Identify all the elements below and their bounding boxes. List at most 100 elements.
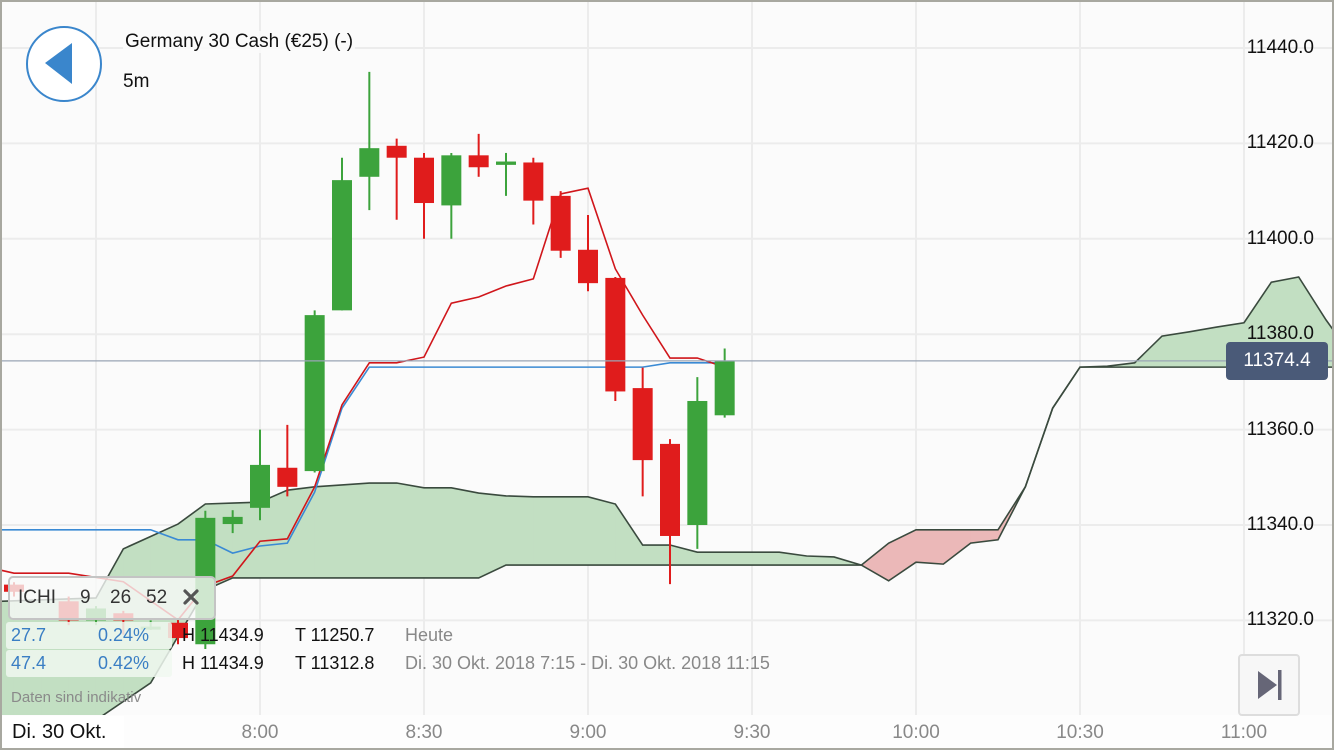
instrument-title: Germany 30 Cash (€25) (-) (123, 31, 356, 53)
cloud-segment-bullish (232, 501, 261, 579)
cloud-segment-bullish (478, 492, 507, 579)
candle-bullish (441, 152, 462, 239)
time-tick-label: 8:30 (405, 722, 443, 743)
candle-bearish (386, 138, 407, 220)
candle-bearish (660, 439, 681, 585)
jump-to-latest-button[interactable] (1238, 654, 1300, 716)
candle-bearish (167, 620, 188, 645)
candle-bullish (222, 510, 243, 534)
price-tick-label: 11340.0 (1246, 514, 1314, 535)
cloud-segment-bullish (423, 487, 452, 579)
candle-bearish (550, 191, 571, 258)
cloud-segment-bullish (314, 484, 343, 579)
candle-body (605, 277, 626, 392)
candle-body (250, 464, 270, 508)
candle-bearish (578, 214, 599, 292)
low-value: T 11312.8 (295, 653, 375, 673)
cloud-segment-bullish (697, 551, 725, 566)
price-tick-label: 11400.0 (1246, 227, 1314, 249)
change-percent: 0.24% (98, 625, 150, 645)
price-tick-label: 11320.0 (1246, 609, 1314, 631)
candle-body (304, 315, 325, 472)
time-tick-label: 10:30 (1056, 722, 1104, 743)
time-axis-band (0, 715, 1334, 750)
candle-body (441, 155, 462, 206)
time-tick-label: 9:00 (569, 722, 607, 743)
cloud-segment-bullish (642, 544, 671, 566)
close-icon[interactable] (180, 578, 202, 618)
candle-body (332, 180, 353, 311)
cloud-segment-bearish (888, 529, 917, 582)
candle-body (414, 157, 435, 204)
candle-bearish (523, 157, 544, 225)
candle-bullish (250, 429, 270, 521)
candle-body (523, 162, 544, 201)
candle-body (468, 155, 489, 168)
price-tick-label: 11420.0 (1246, 132, 1314, 154)
cloud-segment-bullish (587, 496, 616, 566)
candle-bullish (332, 157, 353, 311)
candle-bearish (414, 152, 435, 239)
candle-body (496, 161, 517, 165)
interval-label[interactable]: 5m (123, 71, 150, 92)
time-tick-label: 8:00 (241, 722, 279, 743)
senkou-span-a-line (0, 276, 1334, 603)
candle-body (167, 622, 188, 639)
date-label: Di. 30 Okt. (2, 716, 124, 748)
candle-bullish (304, 310, 325, 473)
indicator-param-3: 52 (146, 587, 168, 608)
candle-body (277, 467, 298, 487)
candle-bearish (632, 367, 653, 497)
high-value: H 11434.9 (182, 625, 264, 645)
candle-bullish (687, 377, 708, 549)
cloud-segment-bullish (560, 496, 589, 566)
indicator-param-2: 26 (110, 587, 132, 608)
price-tick-label: 11440.0 (1246, 37, 1314, 58)
cloud-segment-bullish (341, 482, 370, 579)
cloud-segment-bullish (751, 551, 780, 566)
candle-bearish (277, 424, 298, 497)
time-tick-label: 11:00 (1220, 722, 1268, 743)
candle-bearish (605, 276, 626, 401)
period-label: Heute (405, 625, 454, 645)
candle-bullish (714, 348, 735, 418)
back-triangle-icon (45, 43, 72, 84)
skip-to-end-icon (1258, 670, 1282, 700)
indicator-chip[interactable]: ICHI 9 26 52 (8, 576, 216, 620)
cloud-segment-bullish (369, 482, 397, 579)
high-value: H 11434.9 (182, 653, 264, 673)
time-tick-label: 10:00 (892, 722, 940, 743)
period-label: Di. 30 Okt. 2018 7:15 - Di. 30 Okt. 2018… (405, 653, 770, 673)
current-price-badge: 11374.4 (1226, 342, 1328, 380)
cloud-segment-bullish (1161, 331, 1190, 368)
candle-body (632, 388, 653, 461)
time-tick-label: 9:30 (733, 722, 771, 743)
candle-body (386, 145, 407, 158)
candle-body (359, 148, 380, 177)
candle-bullish (496, 152, 517, 196)
disclaimer: Daten sind indikativ (11, 689, 142, 706)
cloud-segment-bullish (533, 496, 561, 566)
price-tick-label: 11380.0 (1246, 323, 1314, 345)
cloud-segment-bullish (615, 503, 643, 566)
candle-body (660, 443, 681, 536)
cloud-segment-bearish (915, 529, 944, 565)
cloud-segment-bullish (505, 495, 534, 566)
change-percent: 0.42% (98, 653, 150, 673)
candle-body (222, 516, 243, 525)
back-button[interactable] (26, 26, 102, 102)
kijun-sen-line (0, 362, 725, 554)
candle-body (550, 195, 571, 251)
indicator-name: ICHI (18, 587, 56, 608)
candle-body (687, 400, 708, 525)
cloud-segment-bullish (451, 487, 479, 579)
candle-bearish (468, 133, 489, 177)
cloud-segment-bullish (724, 551, 753, 566)
change-value: 47.4 (11, 653, 47, 673)
candle-bullish (359, 71, 380, 211)
indicator-param-1: 9 (80, 587, 91, 608)
cloud-segment-bullish (396, 482, 425, 579)
candle-body (578, 249, 599, 284)
change-value: 27.7 (11, 625, 47, 645)
